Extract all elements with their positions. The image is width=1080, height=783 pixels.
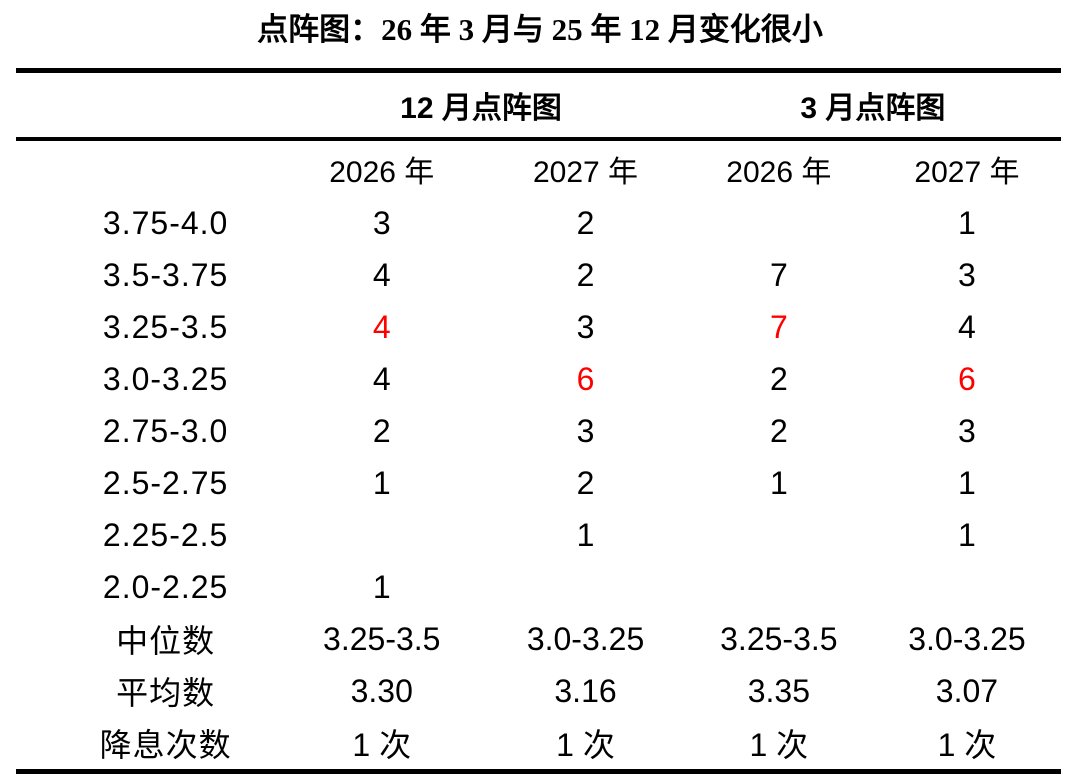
table-cell: 3.0-3.25 <box>908 620 1026 657</box>
table-cell: 6 <box>576 360 595 397</box>
table-cell: 2 <box>576 464 595 501</box>
table-cell: 4 <box>958 308 976 345</box>
table-cell: 2 <box>576 256 595 293</box>
table-cell: 1 次 <box>937 727 997 763</box>
table-cell: 4 <box>372 256 391 293</box>
year-header-row: 2026 年 2027 年 2026 年 2027 年 <box>16 139 1061 197</box>
row-label: 2.5-2.75 <box>102 464 229 501</box>
table-cell: 3.25-3.5 <box>720 620 838 657</box>
table-cell: 3.30 <box>350 672 413 709</box>
row-label: 3.75-4.0 <box>102 204 229 241</box>
table-cell: 2 <box>372 412 391 449</box>
table-cell: 3.35 <box>747 672 810 709</box>
table-cell <box>685 509 873 561</box>
table-cell: 1 <box>958 464 976 501</box>
table-cell: 4 <box>372 308 391 345</box>
table-cell: 1 次 <box>352 727 412 763</box>
table-cell <box>685 197 873 249</box>
table-cell: 3 <box>958 412 976 449</box>
table-row: 3.5-3.75 4 2 7 3 <box>16 249 1061 301</box>
year-header-dec-2026: 2026 年 <box>329 156 435 189</box>
table-cell: 3.07 <box>935 672 999 709</box>
table-cell <box>873 561 1061 613</box>
table-cell <box>486 561 685 613</box>
row-label: 2.75-3.0 <box>102 412 229 449</box>
table-cell: 7 <box>769 308 788 345</box>
figure-title: 点阵图：26 年 3 月与 25 年 12 月变化很小 <box>257 12 823 47</box>
table-row: 2.25-2.5 1 1 <box>16 509 1061 561</box>
row-label: 2.25-2.5 <box>102 516 229 553</box>
table-row: 中位数 3.25-3.5 3.0-3.25 3.25-3.5 3.0-3.25 <box>16 613 1061 665</box>
year-header-mar-2027: 2027 年 <box>914 156 1020 189</box>
table-cell: 1 <box>576 516 595 553</box>
table-row: 3.0-3.25 4 6 2 6 <box>16 353 1061 405</box>
corner-spacer <box>16 70 278 141</box>
table-cell: 1 <box>769 464 788 501</box>
row-label: 2.0-2.25 <box>102 568 229 605</box>
table-cell: 6 <box>958 360 976 397</box>
row-label: 平均数 <box>116 675 216 711</box>
year-header-dec-2027: 2027 年 <box>532 156 639 189</box>
table-cell <box>685 561 873 613</box>
table-cell: 1 <box>372 464 391 501</box>
group-header-march: 3 月点阵图 <box>684 70 1061 141</box>
dot-plot-summary-table: 12 月点阵图 3 月点阵图 2026 年 2027 年 2026 年 2027… <box>16 68 1061 774</box>
table-row: 2.0-2.25 1 <box>16 561 1061 613</box>
table-cell: 3.25-3.5 <box>323 620 441 657</box>
table-body: 3.75-4.0 3 2 1 3.5-3.75 4 2 7 3 3.25-3.5 4 3 7 4 3.0-3… <box>16 197 1061 772</box>
row-label: 3.5-3.75 <box>102 256 229 293</box>
table-cell: 2 <box>576 204 595 241</box>
row-label: 降息次数 <box>99 727 232 763</box>
table-cell: 1 <box>958 516 976 553</box>
table-row: 2.5-2.75 1 2 1 1 <box>16 457 1061 509</box>
table-cell: 3 <box>576 308 595 345</box>
table-cell: 1 <box>372 568 391 605</box>
table-row: 降息次数 1 次 1 次 1 次 1 次 <box>16 717 1061 772</box>
group-header-december: 12 月点阵图 <box>277 70 685 141</box>
table-cell: 3 <box>372 204 391 241</box>
table-cell: 3.0-3.25 <box>526 620 645 657</box>
corner-spacer <box>16 139 277 197</box>
row-label: 3.0-3.25 <box>102 360 229 397</box>
year-header-mar-2026: 2026 年 <box>726 156 832 189</box>
table-cell: 3 <box>576 412 595 449</box>
table-row: 2.75-3.0 2 3 2 3 <box>16 405 1061 457</box>
table-cell: 3.16 <box>554 672 617 709</box>
group-header-row: 12 月点阵图 3 月点阵图 <box>16 70 1061 141</box>
row-label: 中位数 <box>116 623 216 659</box>
table-cell: 2 <box>769 412 788 449</box>
table-row: 3.25-3.5 4 3 7 4 <box>16 301 1061 353</box>
table-row: 3.75-4.0 3 2 1 <box>16 197 1061 249</box>
table-cell: 7 <box>769 256 788 293</box>
table-cell: 3 <box>958 256 976 293</box>
table-cell: 1 次 <box>749 727 809 763</box>
table-cell: 1 次 <box>556 727 615 763</box>
row-label: 3.25-3.5 <box>102 308 229 345</box>
table-cell: 4 <box>372 360 391 397</box>
table-cell <box>277 509 486 561</box>
table-cell: 2 <box>769 360 788 397</box>
table-row: 平均数 3.30 3.16 3.35 3.07 <box>16 665 1061 717</box>
table-cell: 1 <box>958 204 976 241</box>
